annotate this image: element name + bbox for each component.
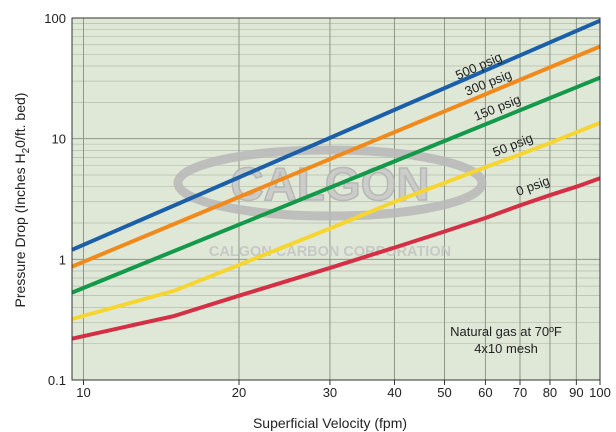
y-axis-title: Pressure Drop (Inches H20/ft. bed)	[12, 93, 32, 308]
series-line-300-psig	[71, 44, 601, 269]
x-axis-title: Superficial Velocity (fpm)	[253, 415, 407, 431]
x-tick-label: 100	[589, 385, 611, 400]
note-line-1: Natural gas at 70ºF	[450, 324, 562, 339]
y-tick-label: 100	[44, 11, 66, 26]
x-tick-label: 30	[323, 385, 337, 400]
y-tick-label: 0.1	[48, 373, 66, 388]
x-tick-label: 90	[569, 385, 583, 400]
x-tick-label: 70	[513, 385, 527, 400]
y-axis-title-part-2: 0/ft. bed)	[12, 93, 28, 148]
x-tick-label: 50	[437, 385, 451, 400]
y-tick-label: 1	[59, 252, 66, 267]
y-tick-label: 10	[52, 132, 66, 147]
note-box: Natural gas at 70ºF 4x10 mesh	[450, 324, 562, 356]
x-tick-label: 40	[387, 385, 401, 400]
series-lines	[71, 18, 601, 341]
series-line-50-psig	[71, 121, 601, 321]
x-tick-label: 80	[543, 385, 557, 400]
x-tick-label: 10	[76, 385, 90, 400]
plot-frame	[71, 17, 601, 381]
x-tick-labels: 10 20 30 40 50 60 70 80 90 100	[76, 380, 611, 400]
y-axis-title-part-1: Pressure Drop (Inches H	[12, 153, 28, 307]
y-axis-title-subscript: 2	[21, 147, 32, 153]
watermark-logo-ring	[173, 145, 487, 221]
x-tick-label: 20	[232, 385, 246, 400]
series-line-500-psig	[71, 18, 601, 252]
note-line-2: 4x10 mesh	[474, 341, 538, 356]
y-tick-labels: 0.1 1 10 100	[44, 11, 66, 388]
watermark-logo-text: CALGON	[230, 158, 429, 210]
series-line-150-psig	[71, 75, 601, 295]
x-tick-label: 60	[478, 385, 492, 400]
series-line-0-psig	[71, 176, 601, 341]
watermark-subtitle: CALGON CARBON CORPORATION	[209, 244, 451, 260]
